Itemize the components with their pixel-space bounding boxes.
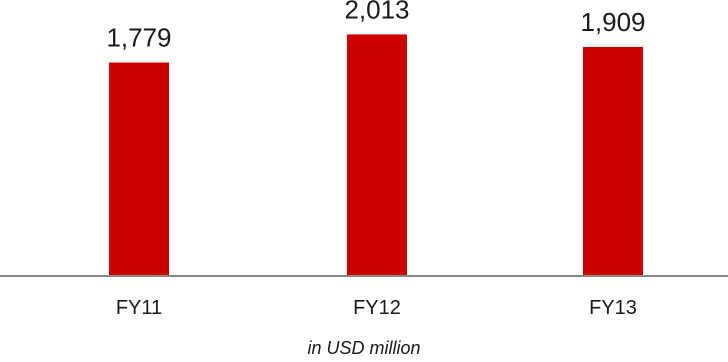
bar-fy12: [347, 34, 407, 276]
data-label-fy12: 2,013: [344, 0, 409, 24]
category-label-fy12: FY12: [353, 297, 401, 319]
bars-group: [109, 34, 643, 276]
bar-fy13: [583, 46, 643, 276]
unit-note: in USD million: [307, 338, 420, 358]
category-label-fy11: FY11: [116, 297, 162, 319]
data-label-fy11: 1,779: [106, 23, 171, 53]
category-label-fy13: FY13: [589, 297, 637, 319]
bar-fy11: [109, 62, 169, 276]
labels-group: 1,779 FY11 2,013 FY12 1,909 FY13: [106, 0, 645, 319]
data-label-fy13: 1,909: [580, 7, 645, 37]
